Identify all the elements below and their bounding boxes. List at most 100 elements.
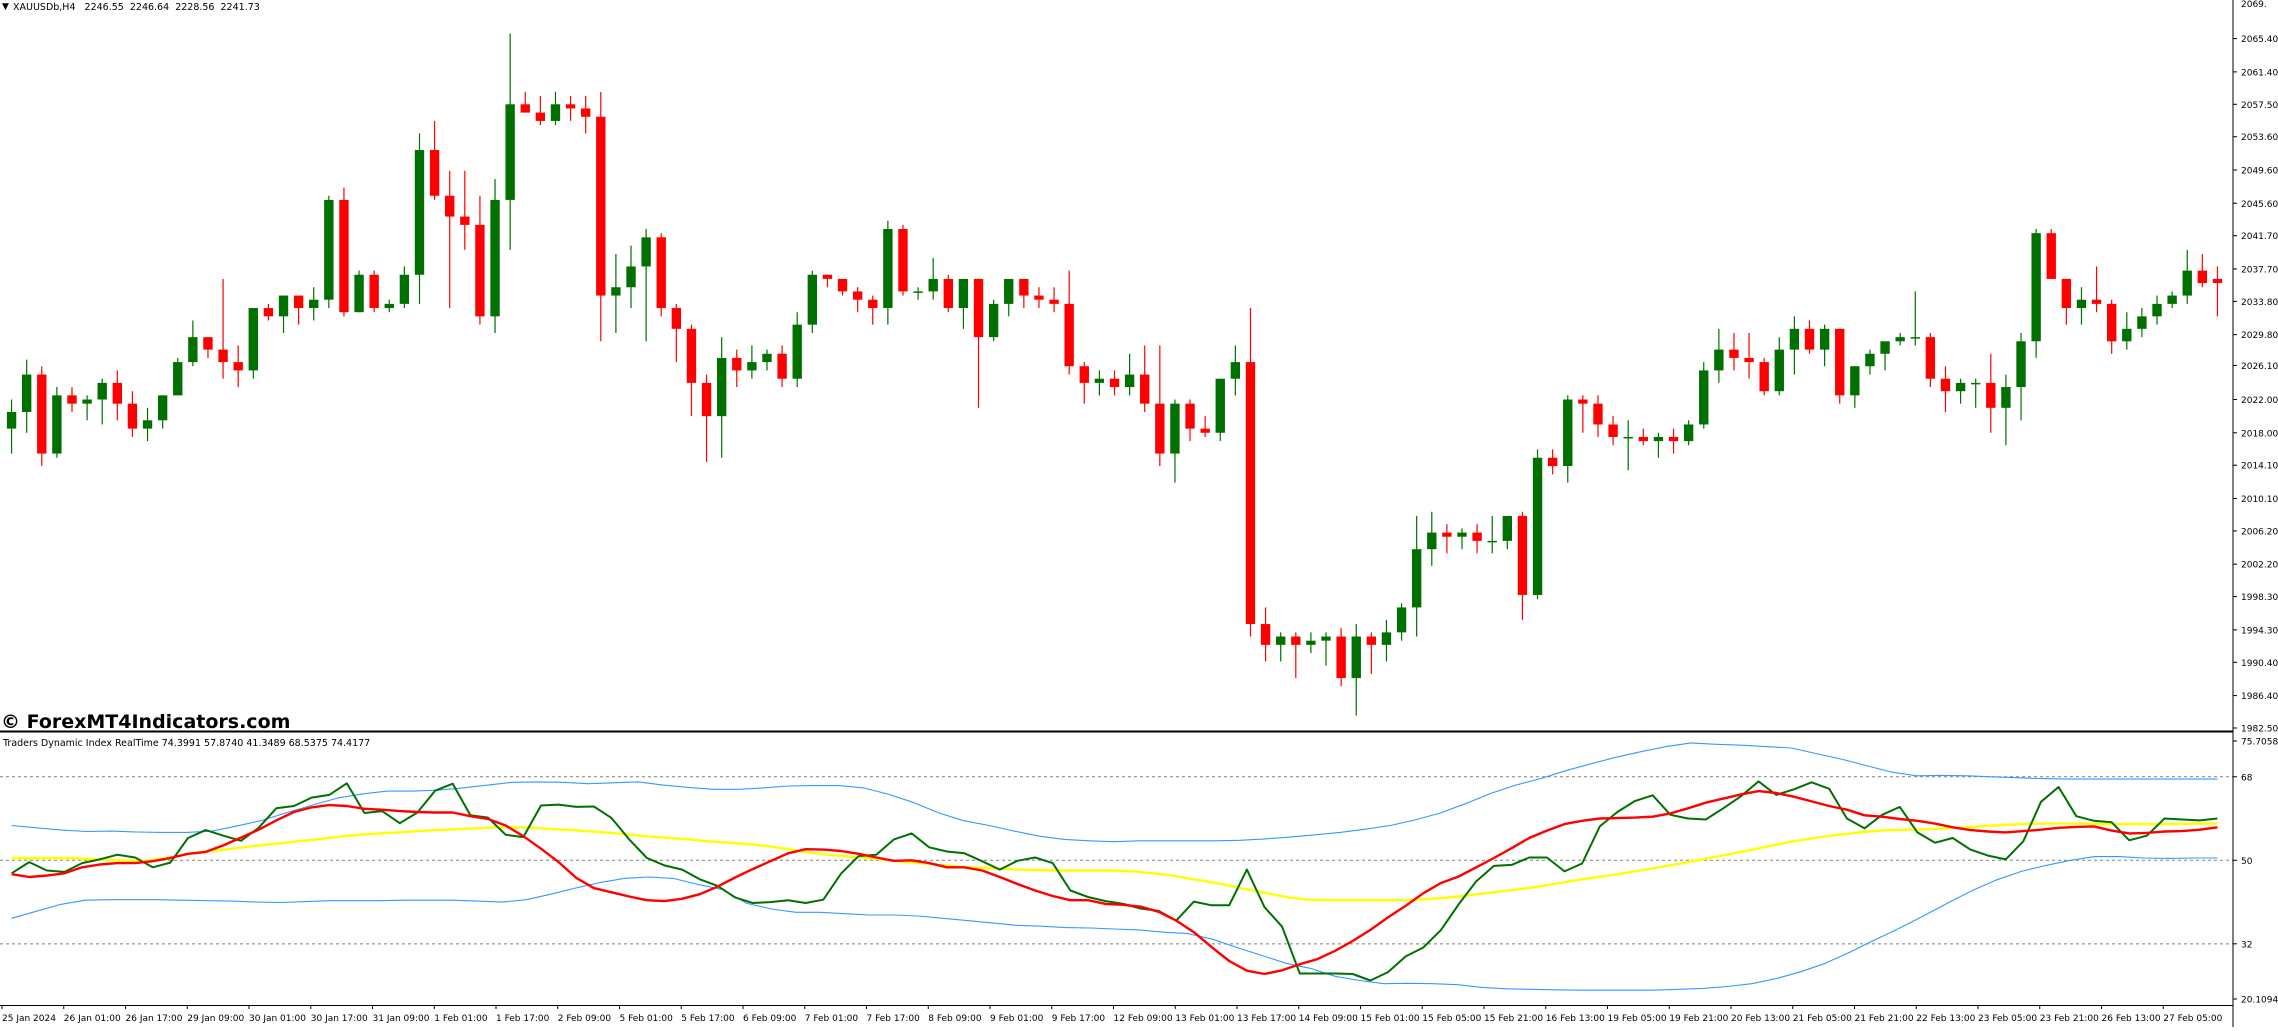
- bear-candle: [1517, 515, 1528, 595]
- bull-candle: [1623, 436, 1633, 439]
- bear-candle: [1638, 436, 1648, 442]
- bull-candle: [1502, 515, 1513, 541]
- bull-candle: [716, 357, 727, 417]
- time-tick-label: 23 Feb 05:00: [1978, 1014, 2037, 1024]
- bull-candle: [1532, 457, 1543, 595]
- price-tick-label: 2061.40: [2241, 68, 2278, 78]
- price-tick-label: 2006.20: [2241, 527, 2278, 537]
- bull-candle: [883, 229, 893, 309]
- indicator-axis: 75.7058 68 50 32 20.1094: [2233, 738, 2278, 1006]
- price-tick-label: 1998.30: [2241, 593, 2278, 603]
- bull-candle: [414, 150, 425, 275]
- tdi-base-line: [11, 822, 2218, 902]
- time-tick-label: 7 Feb 01:00: [805, 1014, 859, 1024]
- bear-candle: [777, 353, 787, 379]
- time-tick-label: 1 Feb 01:00: [434, 1014, 488, 1024]
- price-tick-label: 1990.40: [2241, 659, 2278, 669]
- bull-candle: [21, 374, 32, 412]
- bear-candle: [2061, 278, 2072, 309]
- bear-candle: [1472, 532, 1482, 541]
- bull-candle: [1124, 374, 1135, 388]
- time-tick-label: 19 Feb 05:00: [1608, 1014, 1667, 1024]
- bull-candle: [1306, 640, 1316, 645]
- watermark: © ForexMT4Indicators.com: [1, 711, 290, 733]
- bear-candle: [656, 237, 666, 309]
- bear-candle: [445, 195, 455, 217]
- bull-candle: [1411, 549, 1422, 608]
- bull-candle: [626, 266, 636, 288]
- time-tick-label: 21 Feb 05:00: [1793, 1014, 1852, 1024]
- tdi-upper-band-line: [11, 742, 2218, 843]
- chart-menu-arrow-icon[interactable]: ▼: [2, 2, 9, 12]
- bear-candle: [1185, 403, 1195, 429]
- bull-candle: [1487, 540, 1497, 543]
- time-tick-label: 6 Feb 09:00: [743, 1014, 797, 1024]
- bear-candle: [535, 112, 546, 121]
- bull-candle: [399, 274, 410, 304]
- bull-candle: [1321, 636, 1331, 641]
- bear-candle: [1140, 374, 1150, 404]
- bear-candle: [218, 349, 228, 363]
- bull-candle: [641, 237, 651, 267]
- price-tick-label: 2049.60: [2241, 166, 2278, 176]
- price-tick-label: 2045.60: [2241, 200, 2278, 210]
- time-tick-label: 13 Feb 01:00: [1175, 1014, 1234, 1024]
- indicator-header: Traders Dynamic Index RealTime 74.3991 5…: [2, 738, 370, 749]
- price-tick-label: 2065.40: [2241, 35, 2278, 45]
- bull-candle: [2076, 299, 2087, 309]
- bull-candle: [1880, 341, 1890, 354]
- time-tick-label: 15 Feb 05:00: [1422, 1014, 1481, 1024]
- bear-candle: [1578, 399, 1588, 404]
- bull-candle: [1351, 636, 1361, 679]
- bull-candle: [157, 395, 168, 421]
- symbol-title: XAUUSDb,H4 2246.55 2246.64 2228.56 2241.…: [13, 2, 260, 13]
- time-tick-label: 1 Feb 17:00: [496, 1014, 550, 1024]
- bear-candle: [1925, 337, 1936, 379]
- bull-candle: [1170, 403, 1180, 454]
- bear-candle: [112, 382, 123, 404]
- indicator-pane[interactable]: [0, 776, 2233, 945]
- indicator-tick-label: 75.7058: [2241, 738, 2278, 748]
- bear-candle: [2197, 270, 2208, 284]
- bull-candle: [2122, 328, 2132, 342]
- bull-candle: [324, 199, 334, 300]
- bear-candle: [1291, 636, 1301, 645]
- bear-candle: [565, 104, 576, 109]
- bull-candle: [1215, 378, 1225, 433]
- bull-candle: [762, 353, 772, 363]
- tdi-signal-line: [11, 789, 2218, 976]
- time-tick-label: 31 Jan 09:00: [373, 1014, 430, 1024]
- time-tick-label: 5 Feb 17:00: [681, 1014, 735, 1024]
- bear-candle: [339, 199, 349, 313]
- price-tick-label: 2018.00: [2241, 429, 2278, 439]
- bull-candle: [988, 303, 999, 338]
- indicator-tick-label: 68: [2241, 773, 2253, 783]
- bear-candle: [1986, 382, 1996, 408]
- bull-candle: [611, 287, 621, 296]
- bear-candle: [127, 403, 138, 429]
- bull-candle: [2001, 387, 2011, 408]
- bear-candle: [1245, 362, 1256, 625]
- bull-candle: [309, 299, 319, 309]
- bull-candle: [928, 278, 938, 292]
- bear-candle: [973, 278, 984, 338]
- bear-candle: [596, 116, 606, 296]
- bull-candle: [1819, 328, 1830, 350]
- bull-candle: [913, 291, 923, 293]
- bull-candle: [1276, 636, 1286, 645]
- tdi-rsi-line: [11, 780, 2218, 982]
- price-tick-label: 2014.10: [2241, 462, 2278, 472]
- bull-candle: [2031, 233, 2041, 342]
- price-tick-label: 2053.60: [2241, 133, 2278, 143]
- time-tick-label: 25 Jan 2024: [2, 1014, 56, 1024]
- time-tick-label: 26 Jan 17:00: [126, 1014, 183, 1024]
- bear-candle: [2046, 233, 2056, 279]
- bear-candle: [1064, 303, 1074, 367]
- bull-candle: [2137, 316, 2147, 329]
- price-tick-label: 2002.20: [2241, 561, 2278, 571]
- bear-candle: [520, 104, 530, 113]
- price-tick-label: 2057.50: [2241, 101, 2278, 111]
- bull-candle: [1699, 370, 1709, 425]
